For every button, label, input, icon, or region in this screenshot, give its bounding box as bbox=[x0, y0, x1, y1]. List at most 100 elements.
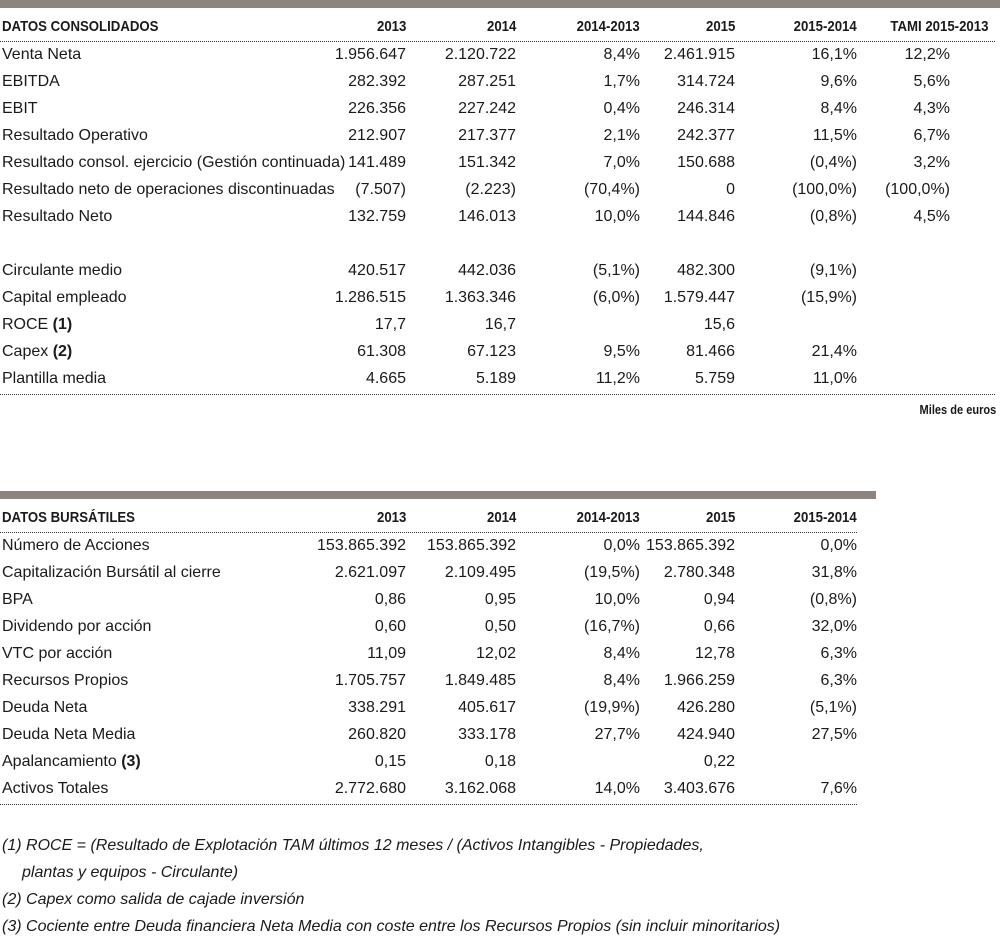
table-cell: 482.300 bbox=[677, 262, 735, 279]
row-label-text: Circulante medio bbox=[2, 262, 123, 279]
table-cell: 5,6% bbox=[913, 73, 950, 90]
consolidated-table: DATOS CONSOLIDADOS 2013 2014 2014-2013 2… bbox=[0, 13, 1000, 387]
footnote-text: plantas y equipos - Circulante) bbox=[22, 864, 239, 881]
row-label-text: Apalancamiento bbox=[2, 753, 122, 770]
row-label-text: Venta Neta bbox=[2, 46, 82, 63]
table-cell: 246.314 bbox=[677, 100, 735, 117]
footnote-line: (1) ROCE = (Resultado de Explotación TAM… bbox=[2, 832, 780, 859]
row-label: Venta Neta bbox=[2, 41, 81, 68]
table-cell: 1.956.647 bbox=[334, 46, 406, 63]
table-cell: 260.820 bbox=[348, 726, 406, 743]
footnote-text: Capex como salida de cajade inversión bbox=[21, 891, 305, 908]
table-cell: 4.665 bbox=[365, 370, 406, 387]
row-label: Recursos Propios bbox=[2, 667, 128, 694]
row-label: Activos Totales bbox=[2, 775, 108, 802]
table-cell: 31,8% bbox=[811, 564, 857, 581]
table-cell: 32,0% bbox=[811, 618, 857, 635]
footnote-line: (2) Capex como salida de cajade inversió… bbox=[2, 886, 780, 913]
table-cell: 2.109.495 bbox=[444, 564, 516, 581]
table-row: Circulante medio 420.517 442.036 (5,1%) 482.… bbox=[0, 257, 1000, 284]
table-cell: 217.377 bbox=[458, 127, 516, 144]
table-cell: 10,0% bbox=[594, 208, 640, 225]
table-cell: 8,4% bbox=[603, 645, 640, 662]
table-row: Resultado neto de operaciones discontinu… bbox=[0, 176, 1000, 203]
table-cell: 4,3% bbox=[913, 100, 950, 117]
row-label-text: Plantilla media bbox=[2, 370, 107, 387]
table-cell: 17,7 bbox=[374, 316, 406, 333]
row-label: EBITDA bbox=[2, 68, 60, 95]
footnotes: (1) ROCE = (Resultado de Explotación TAM… bbox=[2, 832, 780, 940]
table-row: Venta Neta 1.956.647 2.120.722 8,4% 2.461.91… bbox=[0, 41, 1000, 68]
header-2015: 2015 bbox=[705, 18, 735, 35]
table-cell: 11,09 bbox=[367, 645, 406, 662]
header-2013: 2013 bbox=[376, 18, 406, 35]
table-cell: 3.162.068 bbox=[444, 780, 516, 797]
table-cell: 0,86 bbox=[374, 591, 406, 608]
table-cell: 150.688 bbox=[677, 154, 735, 171]
table-cell: 27,5% bbox=[811, 726, 857, 743]
consolidated-bottom-divider bbox=[0, 394, 995, 395]
table-cell: 12,2% bbox=[904, 46, 950, 63]
row-note-ref: (1) bbox=[52, 316, 73, 333]
table-row: Resultado Operativo 212.907 217.377 2,1% 242… bbox=[0, 122, 1000, 149]
table-row: Recursos Propios 1.705.757 1.849.485 8,4% 1.… bbox=[0, 667, 1000, 694]
table-cell: 8,4% bbox=[603, 46, 640, 63]
table-cell: 11,5% bbox=[812, 127, 857, 144]
table-row: BPA 0,86 0,95 10,0% 0,94 (0,8%) bbox=[0, 586, 1000, 613]
stock-header-row: DATOS BURSÁTILES 2013 2014 2014-2013 201… bbox=[0, 504, 1000, 531]
table-cell: 153.865.392 bbox=[317, 537, 406, 554]
row-label-text: EBIT bbox=[2, 100, 38, 117]
row-label: Resultado Neto bbox=[2, 203, 112, 230]
table-cell: 4,5% bbox=[913, 208, 950, 225]
row-label-text: Activos Totales bbox=[2, 780, 109, 797]
row-label-text: Capital empleado bbox=[2, 289, 127, 306]
table-cell: 226.356 bbox=[348, 100, 406, 117]
row-label: Dividendo por acción bbox=[2, 613, 151, 640]
table-cell: 14,0% bbox=[594, 780, 640, 797]
table-cell: 9,5% bbox=[603, 343, 640, 360]
footnote-ref: (3) bbox=[2, 918, 22, 935]
table-cell: 8,4% bbox=[603, 672, 640, 689]
header-tami: TAMI 2015-2013 bbox=[889, 18, 988, 35]
table-cell: (7.507) bbox=[355, 181, 406, 198]
table-cell: 1.363.346 bbox=[444, 289, 516, 306]
stock-header-divider bbox=[0, 532, 857, 533]
footnote-ref: (1) bbox=[2, 837, 22, 854]
table-row: Capex (2) 61.308 67.123 9,5% 81.466 21,4% bbox=[0, 338, 1000, 365]
table-cell: 15,6 bbox=[703, 316, 735, 333]
table-cell: 242.377 bbox=[677, 127, 735, 144]
table-cell: 2.772.680 bbox=[334, 780, 406, 797]
table-cell: 2.621.097 bbox=[334, 564, 406, 581]
table-cell: 0,94 bbox=[703, 591, 735, 608]
table-cell: 1.286.515 bbox=[334, 289, 406, 306]
row-label-text: Resultado Operativo bbox=[2, 127, 148, 144]
table-cell: (70,4%) bbox=[583, 181, 640, 198]
row-label-text: EBITDA bbox=[2, 73, 60, 90]
table-cell: 0,0% bbox=[820, 537, 857, 554]
consolidated-title: DATOS CONSOLIDADOS bbox=[2, 18, 159, 35]
row-label-text: Número de Acciones bbox=[2, 537, 150, 554]
table-cell: 0,66 bbox=[703, 618, 735, 635]
table-cell: 144.846 bbox=[677, 208, 735, 225]
table-cell: (0,8%) bbox=[809, 591, 857, 608]
table-cell: 1.966.259 bbox=[663, 672, 735, 689]
row-label: Resultado neto de operaciones discontinu… bbox=[2, 176, 335, 203]
row-label: Número de Acciones bbox=[2, 532, 150, 559]
table-cell: 424.940 bbox=[677, 726, 735, 743]
header-2014: 2014 bbox=[486, 18, 516, 35]
row-label: ROCE (1) bbox=[2, 311, 72, 338]
table-cell: 0,18 bbox=[484, 753, 516, 770]
consolidated-body: Venta Neta 1.956.647 2.120.722 8,4% 2.461.91… bbox=[0, 41, 1000, 392]
consolidated-header-row: DATOS CONSOLIDADOS 2013 2014 2014-2013 2… bbox=[0, 13, 1000, 40]
header-2014-2013: 2014-2013 bbox=[576, 18, 640, 35]
table-cell: (2.223) bbox=[465, 181, 516, 198]
table-cell: 2.780.348 bbox=[663, 564, 735, 581]
row-label: Circulante medio bbox=[2, 257, 122, 284]
table-cell: (100,0%) bbox=[885, 181, 950, 198]
table-row: Capitalización Bursátil al cierre 2.621.0… bbox=[0, 559, 1000, 586]
table-cell: 11,0% bbox=[812, 370, 857, 387]
table-cell: 3.403.676 bbox=[663, 780, 735, 797]
stock-header-2015-2014: 2015-2014 bbox=[793, 509, 857, 526]
stock-body: Número de Acciones 153.865.392 153.865.392… bbox=[0, 532, 1000, 802]
table-cell: 11,2% bbox=[595, 370, 640, 387]
